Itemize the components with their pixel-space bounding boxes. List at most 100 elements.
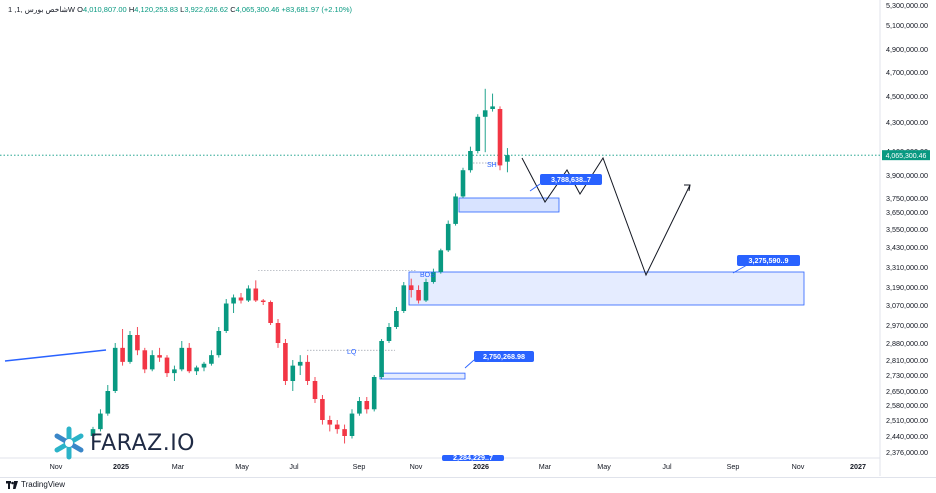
price-axis-label: 4,300,000.00 bbox=[886, 118, 928, 127]
candle bbox=[460, 167, 466, 198]
candle-body bbox=[164, 357, 170, 374]
change-value: +83,681.97 (+2.10%) bbox=[281, 5, 352, 14]
candle bbox=[327, 415, 333, 432]
candle bbox=[312, 377, 318, 403]
candle-body bbox=[216, 331, 222, 356]
candle-body bbox=[408, 285, 414, 290]
candle-body bbox=[482, 110, 488, 117]
callout-connector bbox=[529, 183, 541, 192]
candle bbox=[209, 350, 214, 366]
projection-arrow-head bbox=[684, 184, 691, 192]
demand-zone-middle bbox=[408, 271, 805, 306]
candle-body bbox=[290, 365, 296, 381]
price-axis-label: 2,730,000.00 bbox=[886, 371, 928, 380]
candle bbox=[305, 355, 310, 385]
callout-box bbox=[540, 174, 602, 185]
price-axis-label: 5,100,000.00 bbox=[886, 21, 928, 30]
callout-box bbox=[442, 455, 504, 461]
time-axis-label: Nov bbox=[50, 462, 63, 471]
candle bbox=[246, 285, 251, 302]
price-axis: 5,300,000.00 5,100,000.00 4,900,000.00 4,70… bbox=[879, 0, 928, 476]
candle-body bbox=[475, 116, 481, 151]
tradingview-icon bbox=[6, 480, 18, 489]
candle-body bbox=[371, 377, 377, 410]
candle bbox=[438, 248, 444, 274]
candle-body bbox=[253, 288, 259, 301]
price-axis-label: 2,810,000.00 bbox=[886, 356, 928, 365]
trend-line bbox=[4, 349, 107, 362]
candle bbox=[334, 420, 340, 434]
candle bbox=[386, 323, 392, 343]
candle bbox=[490, 93, 495, 112]
last-price-tag-text: 4,065,300.46 bbox=[886, 153, 927, 160]
price-axis-label: 3,750,000.00 bbox=[886, 194, 928, 203]
candle bbox=[416, 285, 421, 304]
candle-body bbox=[268, 302, 273, 323]
candle bbox=[371, 375, 377, 412]
annotation-label: LQ bbox=[347, 349, 357, 356]
candle-body bbox=[90, 429, 96, 436]
price-axis-label: 4,700,000.00 bbox=[886, 68, 928, 77]
time-axis-label: Mar bbox=[172, 462, 185, 471]
candle-body bbox=[283, 343, 288, 381]
tradingview-brand[interactable]: TradingView bbox=[6, 480, 65, 489]
price-axis-label: 2,970,000.00 bbox=[886, 321, 928, 330]
price-axis-label: 3,070,000.00 bbox=[886, 301, 928, 310]
symbol-label[interactable]: 1 ,شاخص بورس ,1W bbox=[8, 5, 75, 14]
ohlc-legend: 1 ,شاخص بورس ,1W O4,010,807.00 H4,120,25… bbox=[8, 5, 352, 14]
logo-text: FARAZ.IO bbox=[90, 430, 195, 456]
callout-connector bbox=[464, 359, 475, 369]
open-label: O bbox=[77, 5, 83, 14]
last-price-tag-box bbox=[882, 150, 930, 161]
candle-body bbox=[334, 424, 340, 430]
time-axis: Nov 2025 Mar May Jul Sep Nov 2026 Mar May Jul Sep No… bbox=[0, 457, 880, 471]
time-axis-label: Sep bbox=[353, 462, 366, 471]
demand-zone-upper bbox=[458, 197, 560, 213]
candle bbox=[497, 106, 503, 171]
callout-connector bbox=[732, 264, 748, 274]
candle bbox=[231, 294, 236, 313]
candle-body bbox=[423, 282, 429, 301]
candle-body bbox=[231, 297, 236, 304]
candle bbox=[364, 397, 370, 414]
candle-body bbox=[223, 303, 229, 331]
candle bbox=[423, 278, 429, 302]
candle-body bbox=[312, 381, 318, 399]
time-axis-label: Mar bbox=[539, 462, 552, 471]
time-axis-label: May bbox=[597, 462, 611, 471]
candle bbox=[238, 293, 244, 304]
candle bbox=[90, 426, 96, 441]
high-label: H bbox=[128, 5, 135, 14]
candle bbox=[283, 339, 288, 385]
candle-body bbox=[135, 335, 140, 351]
snowflake-logo-icon bbox=[54, 426, 84, 460]
price-callout: 2,284,229..7 bbox=[442, 453, 504, 462]
price-axis-label: 2,510,000.00 bbox=[886, 416, 928, 425]
candle-body bbox=[120, 347, 125, 362]
price-axis-label: 2,376,000.00 bbox=[886, 448, 928, 457]
close-value: 4,065,300.46 bbox=[235, 5, 280, 14]
price-callout: 3,788,638..7 bbox=[529, 174, 602, 192]
candle-body bbox=[194, 367, 199, 372]
candle-body bbox=[201, 363, 207, 368]
price-axis-label: 2,440,000.00 bbox=[886, 432, 928, 441]
candle-body bbox=[327, 420, 333, 425]
callout-text: 2,750,268.98 bbox=[483, 352, 525, 361]
candle-body bbox=[260, 300, 266, 302]
candle bbox=[98, 409, 103, 432]
candle-body bbox=[127, 335, 133, 362]
candle-body bbox=[246, 288, 251, 301]
price-axis-label: 3,900,000.00 bbox=[886, 171, 928, 180]
candle bbox=[357, 397, 362, 416]
candle-body bbox=[142, 350, 148, 370]
callout-box bbox=[474, 351, 534, 362]
candle-body bbox=[149, 355, 155, 370]
time-axis-label: May bbox=[235, 462, 249, 471]
candle bbox=[135, 327, 140, 356]
price-axis-label: 5,300,000.00 bbox=[886, 1, 928, 10]
candle-body bbox=[497, 109, 503, 166]
candle-body bbox=[438, 250, 444, 272]
candle bbox=[186, 343, 192, 374]
